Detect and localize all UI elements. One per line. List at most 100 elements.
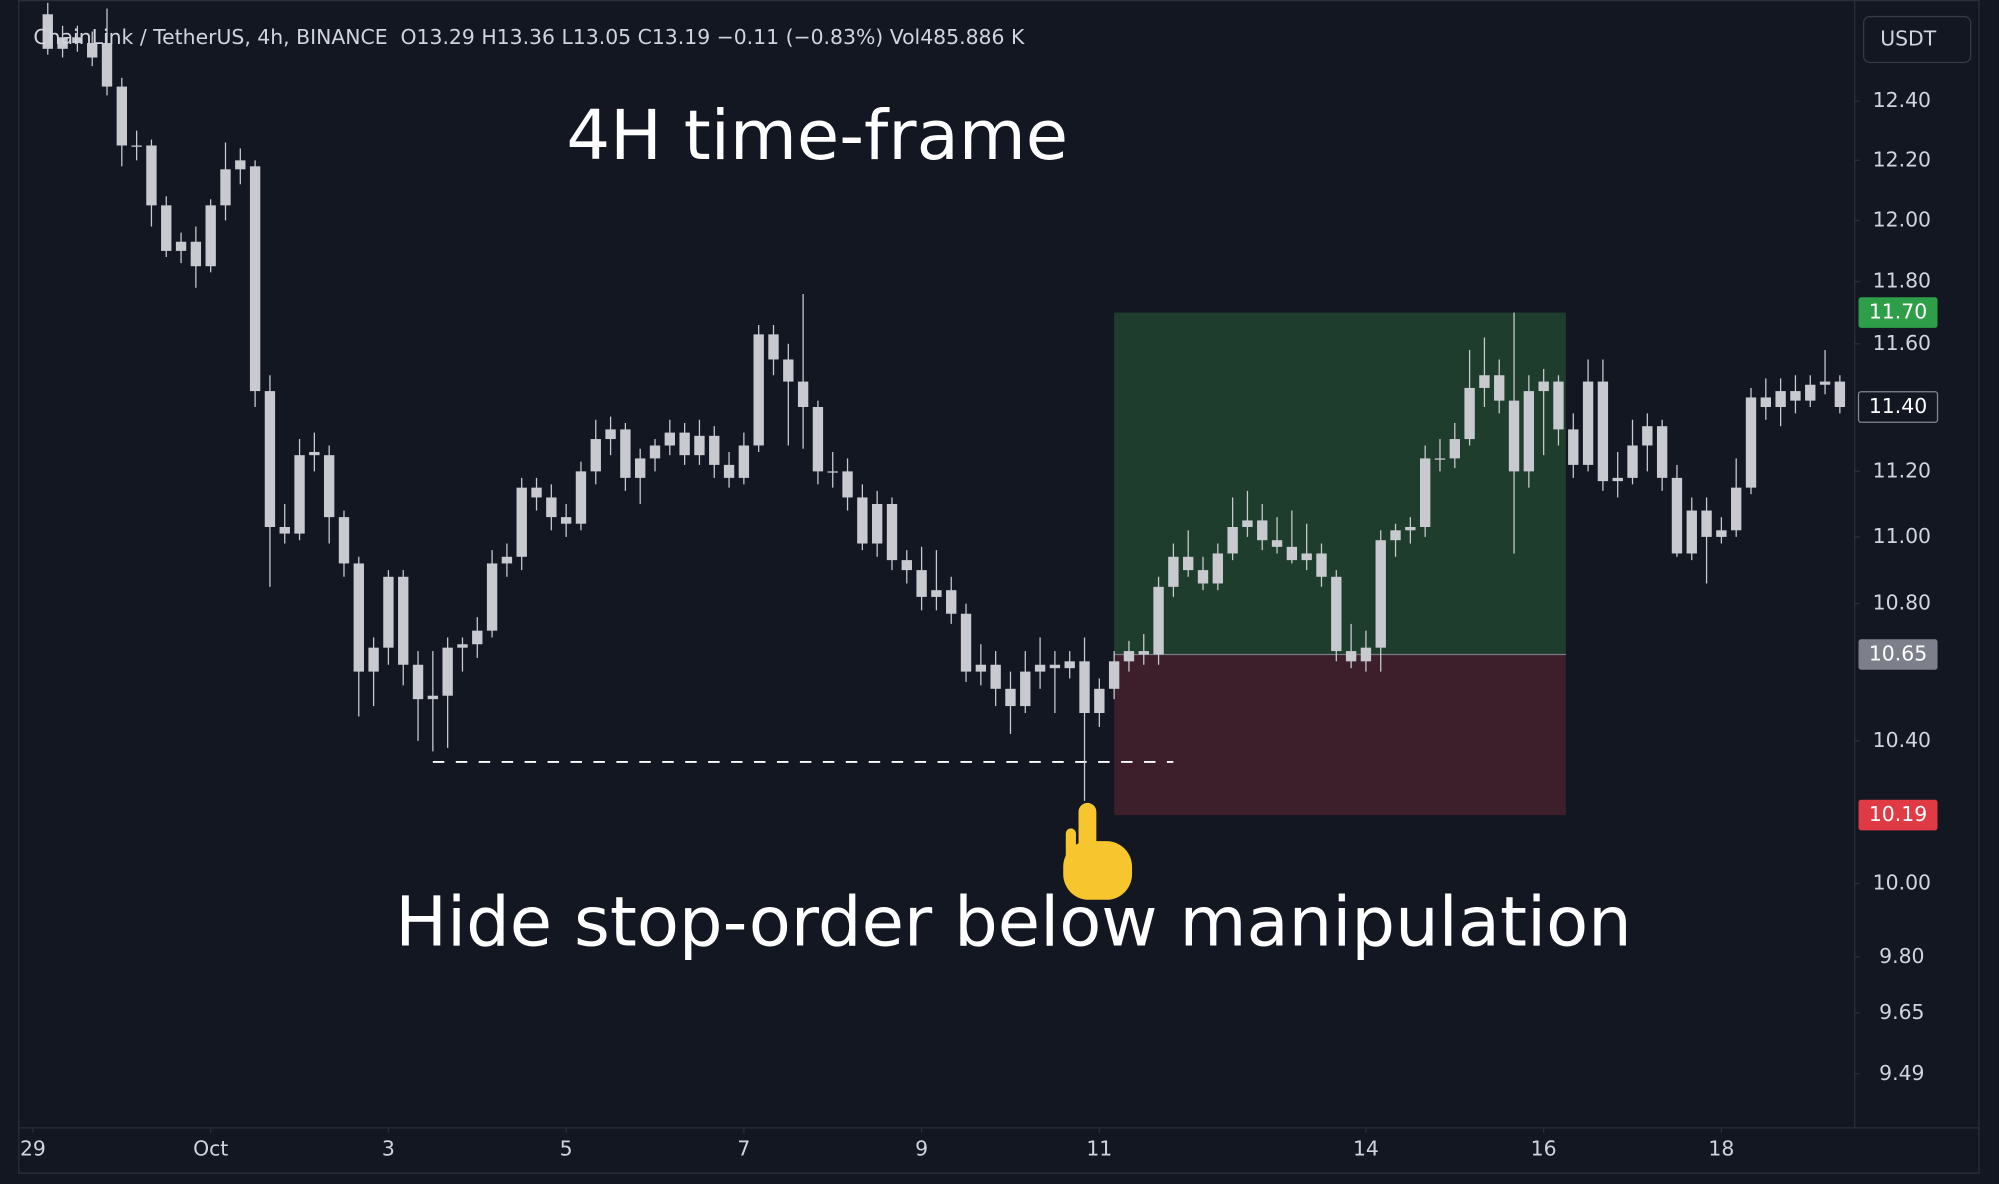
candle-body [1790,391,1801,401]
candle-body [1819,381,1831,385]
candle-body [457,644,468,648]
candle-body [1108,661,1120,689]
candle-body [1360,647,1372,662]
candle-body [1064,661,1075,669]
candle-body [1834,381,1846,408]
candle-body [1775,391,1786,408]
candle-body [738,445,750,478]
candle-body [990,664,1001,689]
y-tick-label: 9.80 [1879,944,1924,968]
candle-body [694,435,705,456]
candle-body [560,517,572,524]
candle-body [383,576,394,648]
candle-body [1597,381,1609,482]
candle-body [175,241,187,251]
candle-body [664,432,676,446]
price-label: 10.19 [1869,802,1927,826]
candle-body [1405,526,1416,531]
candle-body [1345,651,1357,662]
candle-body [264,391,276,527]
candle-body [220,169,231,206]
ohlc-summary: O13.29 H13.36 L13.05 C13.19 −0.11 (−0.83… [400,25,1024,49]
candle-body [116,86,128,146]
candle-body [1434,458,1446,460]
x-tick-label: 3 [382,1137,395,1161]
x-tick-label: 18 [1708,1137,1734,1161]
x-tick-label: 11 [1086,1137,1112,1161]
candle-body [1286,546,1298,561]
candle-body [1390,530,1401,541]
price-label-box [1858,639,1938,670]
candle-body [442,647,453,696]
candle-body [146,145,157,206]
candle-body [1138,651,1149,655]
candle-body [1553,381,1564,430]
candle-body [1242,520,1253,527]
candle-body [398,576,409,665]
y-tick-label: 11.80 [1873,269,1931,293]
candle-body [161,205,172,251]
candle-body [501,556,513,564]
y-tick-label: 9.49 [1879,1061,1924,1085]
frame [18,0,1980,1174]
candle-body [1760,397,1772,408]
candle-body [1464,387,1475,440]
candle-body [1020,671,1031,707]
candle-body [1257,520,1268,541]
candle-body [575,471,587,524]
candle-body [723,464,735,478]
candle-body [249,166,261,392]
symbol-header: ChainLink / TetherUS, 4h, BINANCE [33,25,387,49]
candle-body [1331,576,1342,652]
candle-body [1538,381,1549,392]
candle-body [1582,381,1594,465]
y-tick-label: 10.80 [1873,591,1931,615]
candle-body [101,43,113,87]
candle-body [768,334,779,360]
candle-body [190,241,202,267]
candle-body [1612,477,1623,482]
x-tick-label: 7 [737,1137,750,1161]
candle-body [368,647,379,672]
price-label-box [1857,391,1939,423]
y-tick-label: 10.00 [1873,871,1931,895]
candle-body [975,664,987,672]
candle-body [486,563,498,631]
candle-body [1627,445,1638,478]
candle-body [309,451,320,456]
price-label: 11.40 [1869,394,1927,418]
currency-label[interactable]: USDT [1880,27,1937,51]
candle-body [1479,375,1490,388]
candle-body [1316,553,1327,577]
candle-body [1079,661,1090,714]
y-tick-label: 12.40 [1873,88,1931,112]
candle-body [916,570,927,597]
candle-body [427,695,439,700]
candle-body [857,497,868,544]
candle-body [57,37,68,49]
candle-body [353,563,364,672]
candle-body [1701,510,1712,537]
candle-body [1212,553,1224,584]
y-tick-label: 12.20 [1873,147,1931,171]
price-label: 11.70 [1869,300,1927,324]
candle-body [635,458,646,478]
candle-body [783,359,794,382]
candle-body [649,445,661,459]
candle-body [797,381,809,408]
candle-body [205,205,216,267]
candle-body [946,590,957,614]
currency-button[interactable] [1862,15,1972,64]
candle-body [1197,570,1209,584]
candle-body [960,613,972,672]
candle-body [472,630,483,645]
candle-body [1123,651,1135,662]
candle-body [605,429,616,440]
candle-body [1745,397,1757,488]
candle-body [827,471,838,473]
candle-body [620,429,631,478]
candle-body [1034,664,1046,672]
candle-body [1494,375,1505,401]
